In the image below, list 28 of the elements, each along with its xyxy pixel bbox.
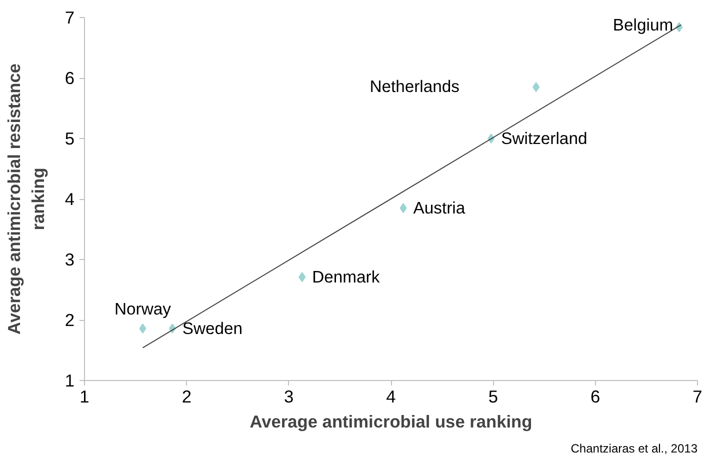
x-tick-label: 4 (386, 386, 396, 406)
annotation: Austria (413, 198, 466, 218)
x-axis-title: Average antimicrobial use ranking (250, 412, 532, 432)
y-tick-label: 5 (64, 128, 75, 148)
y-axis-title: Average antimicrobial resistance ranking (4, 63, 48, 334)
annotation: Norway (114, 299, 172, 318)
annotation: Switzerland (501, 129, 588, 148)
y-tick-label: 4 (64, 189, 75, 209)
y-tick-label: 1 (64, 370, 75, 390)
point (532, 82, 540, 92)
x-tick-label: 6 (590, 386, 600, 406)
x-tick-label: 2 (182, 386, 192, 406)
text: Chantziaras et al., 2013 (570, 442, 698, 456)
y-tick-label: 7 (64, 8, 75, 28)
point (298, 272, 306, 282)
x-tick-label: 3 (284, 386, 294, 406)
annotation: Belgium (612, 16, 674, 35)
annotation: Sweden (182, 318, 243, 338)
x-tick-label: 1 (80, 386, 90, 406)
y-tick-label: 3 (64, 250, 75, 270)
x-tick-label: 5 (488, 386, 498, 406)
y-tick-label: 6 (64, 68, 75, 88)
annotation: Netherlands (370, 77, 460, 96)
x-tick-label: 7 (692, 386, 702, 406)
y-tick-label: 2 (64, 310, 75, 330)
point (139, 323, 146, 334)
point (400, 203, 407, 214)
annotation: Denmark (312, 268, 380, 287)
